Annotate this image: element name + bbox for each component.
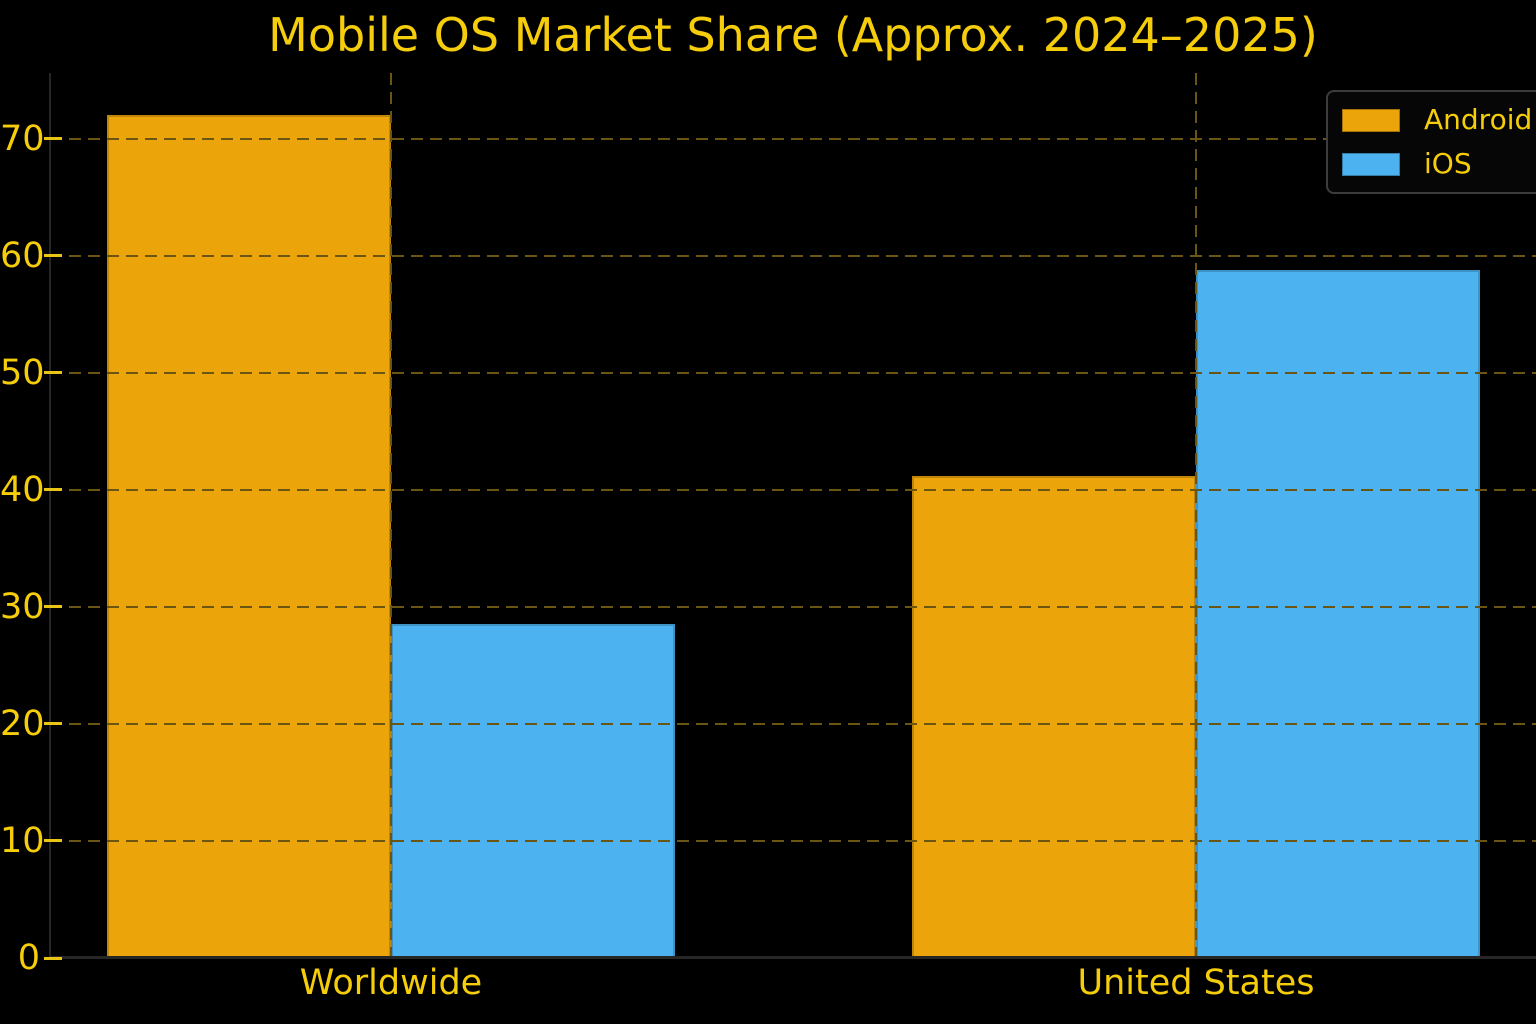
y-tick-mark-40 [44, 488, 62, 492]
horizontal-gridline-60 [50, 254, 1536, 257]
legend-item-ios: iOS [1342, 148, 1536, 180]
y-tick-mark-50 [44, 371, 62, 375]
y-tick-mark-0 [44, 956, 62, 960]
horizontal-gridline-70 [50, 137, 1536, 140]
x-tick-label-united-states: United States [1077, 963, 1315, 1003]
legend-item-android: Android [1342, 104, 1536, 136]
vertical-gridline-united-states [1195, 73, 1197, 958]
y-tick-label-0: 0 [17, 938, 40, 978]
horizontal-gridline-30 [50, 605, 1536, 608]
bar-ios-united-states [1196, 269, 1480, 958]
x-axis-spine [50, 956, 1536, 959]
y-tick-mark-20 [44, 722, 62, 726]
y-tick-mark-10 [44, 839, 62, 843]
horizontal-gridline-40 [50, 488, 1536, 491]
legend-label-android: Android [1424, 103, 1533, 136]
chart-title: Mobile OS Market Share (Approx. 2024–202… [268, 8, 1318, 62]
y-tick-mark-30 [44, 605, 62, 609]
y-tick-mark-70 [44, 137, 62, 141]
y-tick-label-70: 70 [0, 118, 45, 159]
y-tick-label-30: 30 [0, 586, 45, 627]
y-tick-label-10: 10 [0, 820, 45, 861]
y-axis-spine [49, 73, 51, 958]
y-tick-label-50: 50 [0, 352, 45, 393]
legend-label-ios: iOS [1424, 147, 1472, 180]
bar-android-united-states [912, 475, 1196, 958]
y-tick-mark-60 [44, 254, 62, 258]
legend-swatch-android [1342, 108, 1400, 132]
x-tick-label-worldwide: Worldwide [299, 963, 483, 1003]
horizontal-gridline-10 [50, 839, 1536, 842]
vertical-gridline-worldwide [390, 73, 392, 958]
y-tick-label-40: 40 [0, 469, 45, 510]
y-tick-label-20: 20 [0, 703, 45, 744]
horizontal-gridline-50 [50, 371, 1536, 374]
bar-android-worldwide [107, 115, 391, 958]
legend-swatch-ios [1342, 152, 1400, 176]
horizontal-gridline-20 [50, 722, 1536, 725]
legend: Android iOS [1326, 90, 1536, 194]
bar-ios-worldwide [391, 624, 675, 958]
y-tick-label-60: 60 [0, 235, 45, 276]
